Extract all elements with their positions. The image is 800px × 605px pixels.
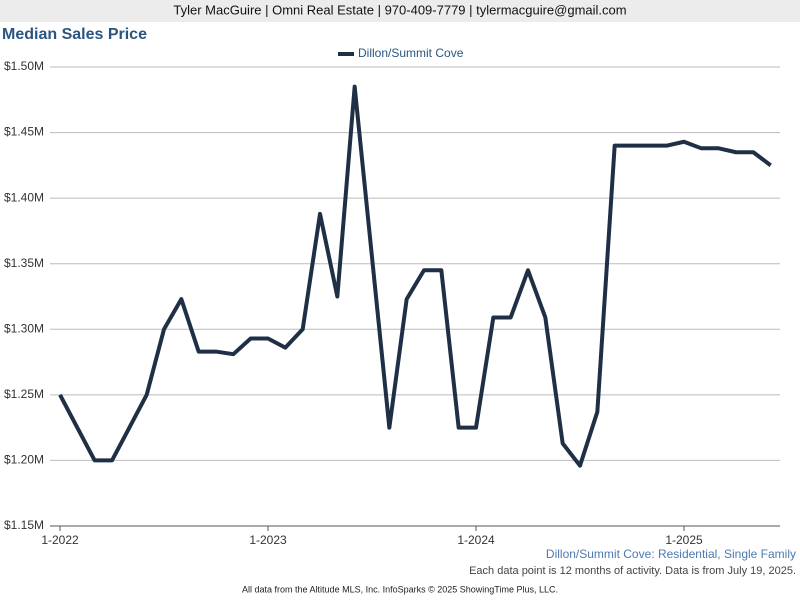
y-tick-label: $1.40M	[4, 190, 44, 204]
y-tick-label: $1.30M	[4, 321, 44, 335]
footer-note: Each data point is 12 months of activity…	[469, 565, 796, 577]
y-tick-label: $1.20M	[4, 453, 44, 467]
y-tick-label: $1.35M	[4, 256, 44, 270]
footer-subject: Dillon/Summit Cove: Residential, Single …	[546, 547, 796, 561]
y-tick-label: $1.50M	[4, 59, 44, 73]
y-tick-label: $1.15M	[4, 518, 44, 532]
y-tick-label: $1.25M	[4, 387, 44, 401]
y-tick-label: $1.45M	[4, 125, 44, 139]
x-tick-label: 1-2023	[249, 533, 287, 547]
footer-credit: All data from the Altitude MLS, Inc. Inf…	[242, 584, 558, 594]
x-tick-label: 1-2025	[665, 533, 703, 547]
chart-title: Median Sales Price	[2, 26, 147, 43]
header: Tyler MacGuire | Omni Real Estate | 970-…	[173, 2, 626, 17]
x-tick-label: 1-2024	[457, 533, 495, 547]
x-tick-label: 1-2022	[41, 533, 79, 547]
line-series	[58, 84, 772, 468]
header-bar	[0, 0, 800, 22]
legend-label: Dillon/Summit Cove	[358, 46, 464, 60]
